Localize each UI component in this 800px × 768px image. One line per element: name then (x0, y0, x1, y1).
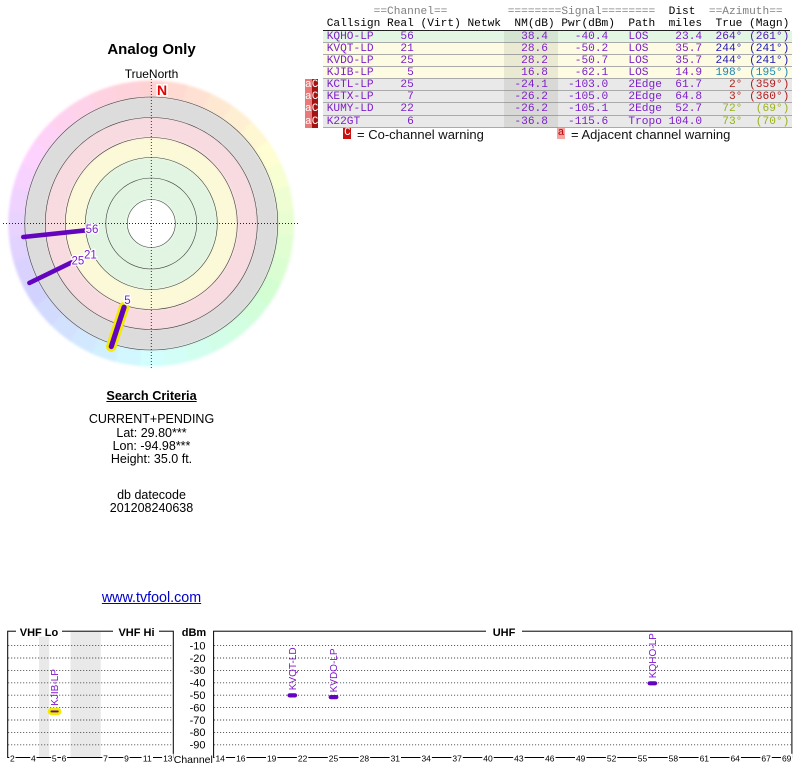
svg-text:37: 37 (452, 753, 462, 763)
svg-text:2: 2 (10, 753, 15, 763)
svg-text:-70: -70 (190, 715, 206, 727)
svg-text:Channel: Channel (174, 754, 213, 766)
svg-text:KVDO-LP: KVDO-LP (329, 648, 340, 692)
svg-text:VHF Lo: VHF Lo (20, 627, 59, 639)
svg-text:7: 7 (103, 753, 108, 763)
svg-text:-40: -40 (190, 678, 206, 690)
svg-text:34: 34 (421, 753, 431, 763)
svg-text:5: 5 (52, 753, 57, 763)
svg-text:-90: -90 (190, 740, 206, 752)
svg-text:64: 64 (730, 753, 740, 763)
svg-text:VHF Hi: VHF Hi (118, 627, 154, 639)
svg-text:N: N (157, 82, 167, 98)
svg-text:52: 52 (607, 753, 617, 763)
svg-text:19: 19 (267, 753, 277, 763)
svg-text:25: 25 (72, 256, 85, 268)
svg-text:21: 21 (84, 250, 97, 262)
svg-text:-60: -60 (190, 702, 206, 714)
svg-text:-20: -20 (190, 653, 206, 665)
svg-text:55: 55 (638, 753, 648, 763)
svg-text:25: 25 (329, 753, 339, 763)
svg-text:56: 56 (86, 224, 99, 236)
svg-text:-10: -10 (190, 640, 206, 652)
svg-text:58: 58 (669, 753, 679, 763)
svg-text:69: 69 (782, 753, 792, 763)
svg-text:4: 4 (31, 753, 36, 763)
svg-text:UHF: UHF (493, 627, 516, 639)
svg-text:6: 6 (62, 753, 67, 763)
svg-text:-50: -50 (190, 690, 206, 702)
svg-text:5: 5 (124, 295, 130, 307)
svg-text:61: 61 (700, 753, 710, 763)
svg-text:49: 49 (576, 753, 586, 763)
svg-text:-30: -30 (190, 665, 206, 677)
svg-text:28: 28 (360, 753, 370, 763)
svg-text:KQHO-LP: KQHO-LP (648, 633, 659, 678)
svg-text:dBm: dBm (182, 627, 207, 639)
svg-text:11: 11 (143, 753, 152, 763)
svg-text:KVQT-LD: KVQT-LD (288, 647, 299, 690)
svg-text:14: 14 (215, 753, 225, 763)
svg-text:9: 9 (124, 753, 129, 763)
svg-text:-80: -80 (190, 727, 206, 739)
svg-text:46: 46 (545, 753, 555, 763)
svg-text:31: 31 (391, 753, 401, 763)
svg-text:67: 67 (761, 753, 771, 763)
svg-text:40: 40 (483, 753, 493, 763)
svg-text:13: 13 (163, 753, 173, 763)
svg-text:KJIB-LP: KJIB-LP (50, 669, 61, 706)
svg-text:43: 43 (514, 753, 524, 763)
svg-text:22: 22 (298, 753, 308, 763)
svg-text:16: 16 (236, 753, 246, 763)
